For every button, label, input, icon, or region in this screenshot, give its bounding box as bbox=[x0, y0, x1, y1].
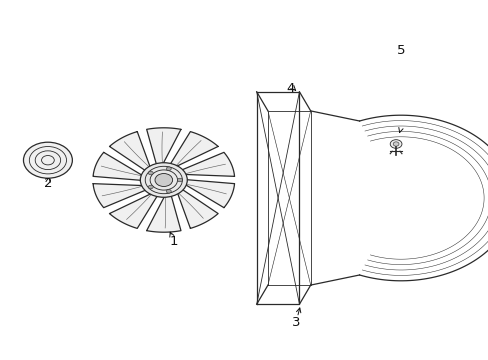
Polygon shape bbox=[146, 194, 181, 232]
Circle shape bbox=[140, 163, 187, 197]
Circle shape bbox=[177, 178, 182, 182]
Circle shape bbox=[148, 185, 153, 189]
Polygon shape bbox=[93, 184, 147, 208]
Circle shape bbox=[155, 174, 172, 186]
Circle shape bbox=[166, 167, 171, 171]
Circle shape bbox=[148, 171, 153, 175]
Polygon shape bbox=[177, 188, 218, 228]
Circle shape bbox=[166, 189, 171, 193]
Text: 1: 1 bbox=[169, 235, 178, 248]
Circle shape bbox=[392, 142, 398, 146]
Polygon shape bbox=[146, 128, 181, 166]
Text: 2: 2 bbox=[43, 177, 52, 190]
Text: 3: 3 bbox=[291, 316, 300, 329]
Circle shape bbox=[389, 140, 401, 148]
Polygon shape bbox=[93, 152, 143, 180]
Text: 5: 5 bbox=[396, 44, 405, 57]
Text: 4: 4 bbox=[286, 82, 295, 95]
Polygon shape bbox=[109, 132, 150, 172]
Polygon shape bbox=[180, 152, 234, 176]
Polygon shape bbox=[183, 180, 234, 208]
Polygon shape bbox=[169, 132, 218, 167]
Polygon shape bbox=[109, 193, 158, 228]
Circle shape bbox=[23, 142, 72, 178]
